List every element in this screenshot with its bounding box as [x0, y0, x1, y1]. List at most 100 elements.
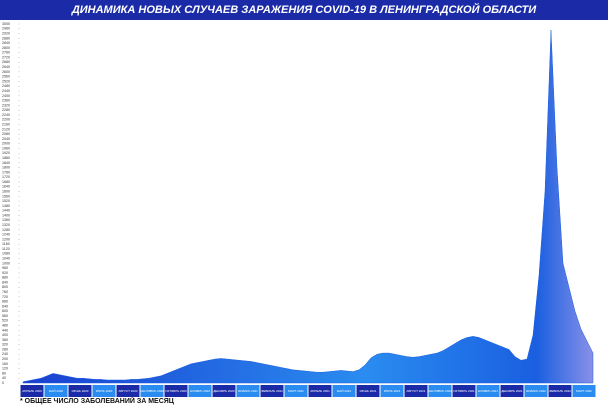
y-tick-label: 1000	[2, 261, 10, 265]
x-tick-label: ОКТЯБРЬ 2021	[453, 389, 475, 393]
y-tick-label: 1240	[2, 233, 10, 237]
y-tick-label: 2280	[2, 108, 10, 112]
y-tick-label: 2360	[2, 99, 10, 103]
month-box	[476, 385, 500, 397]
x-tick-label: СЕНТЯБРЬ 2020	[140, 389, 164, 393]
y-tick-label: 440	[2, 328, 8, 332]
month-box	[524, 385, 548, 397]
y-tick-label: 2800	[2, 46, 10, 50]
y-tick-label: 760	[2, 290, 8, 294]
y-tick-label: 880	[2, 276, 8, 280]
y-tick-label: 520	[2, 319, 8, 323]
y-tick-label: 1280	[2, 228, 10, 232]
y-tick-label: 240	[2, 352, 8, 356]
y-tick-label: 2440	[2, 89, 10, 93]
y-tick-label: 600	[2, 309, 8, 313]
month-box	[44, 385, 68, 397]
x-tick-label: АПРЕЛЬ 2021	[310, 389, 330, 393]
y-tick-label: 720	[2, 295, 8, 299]
y-tick-label: 1600	[2, 189, 10, 193]
x-tick-label: ЯНВАРЬ 2021	[238, 389, 258, 393]
y-tick-label: 320	[2, 343, 8, 347]
y-tick-label: 2960	[2, 27, 10, 31]
month-box	[428, 385, 452, 397]
month-box	[500, 385, 524, 397]
y-tick-label: 2240	[2, 113, 10, 117]
x-tick-label: НОЯБРЬ 2021	[478, 389, 498, 393]
y-tick-label: 1400	[2, 213, 10, 217]
y-tick-label: 0	[2, 381, 4, 385]
x-tick-label: ИЮЛЬ 2020	[96, 389, 113, 393]
y-tick-label: 920	[2, 271, 8, 275]
y-tick-label: 40	[2, 376, 6, 380]
x-tick-label: ДЕКАБРЬ 2021	[501, 389, 523, 393]
x-tick-label: ИЮЛЬ 2021	[384, 389, 401, 393]
y-tick-label: 2320	[2, 103, 10, 107]
y-tick-label: 960	[2, 266, 8, 270]
y-tick-label: 2200	[2, 118, 10, 122]
y-tick-label: 1960	[2, 146, 10, 150]
y-tick-label: 2880	[2, 36, 10, 40]
month-box	[92, 385, 116, 397]
month-box	[116, 385, 140, 397]
x-tick-label: ФЕВРАЛЬ 2022	[549, 389, 571, 393]
x-tick-label: АВГУСТ 2021	[407, 389, 426, 393]
chart-title: ДИНАМИКА НОВЫХ СЛУЧАЕВ ЗАРАЖЕНИЯ COVID-1…	[71, 3, 537, 16]
y-tick-label: 1080	[2, 252, 10, 256]
month-box	[380, 385, 404, 397]
month-box	[548, 385, 572, 397]
month-box	[164, 385, 188, 397]
y-tick-label: 400	[2, 333, 8, 337]
y-tick-label: 1120	[2, 247, 10, 251]
y-tick-label: 2160	[2, 122, 10, 126]
x-tick-label: СЕНТЯБРЬ 2021	[428, 389, 452, 393]
x-tick-label: ИЮНЬ 2021	[360, 389, 377, 393]
y-tick-label: 480	[2, 324, 8, 328]
y-tick-label: 1040	[2, 256, 10, 260]
y-tick-label: 1200	[2, 237, 10, 241]
y-tick-label: 1920	[2, 151, 10, 155]
month-box	[68, 385, 92, 397]
month-box	[308, 385, 332, 397]
month-box	[188, 385, 212, 397]
y-tick-label: 1640	[2, 185, 10, 189]
month-box	[140, 385, 164, 397]
x-tick-label: НОЯБРЬ 2020	[190, 389, 210, 393]
y-tick-label: 1680	[2, 180, 10, 184]
month-box	[236, 385, 260, 397]
y-tick-label: 1840	[2, 161, 10, 165]
x-tick-label: МАЙ 2020	[49, 389, 63, 393]
y-tick-label: 2640	[2, 65, 10, 69]
y-tick-label: 2720	[2, 55, 10, 59]
y-tick-label: 1800	[2, 166, 10, 170]
month-box	[404, 385, 428, 397]
y-tick-label: 800	[2, 285, 8, 289]
month-box	[356, 385, 380, 397]
y-tick-label: 1160	[2, 242, 10, 246]
y-tick-label: 2920	[2, 32, 10, 36]
y-tick-label: 840	[2, 280, 8, 284]
month-box	[20, 385, 44, 397]
x-tick-label: МАРТ 2021	[288, 389, 304, 393]
y-tick-label: 360	[2, 338, 8, 342]
y-tick-label: 1480	[2, 204, 10, 208]
y-tick-label: 2080	[2, 132, 10, 136]
y-tick-label: 1520	[2, 199, 10, 203]
y-tick-label: 2040	[2, 137, 10, 141]
y-tick-label: 200	[2, 357, 8, 361]
y-tick-label: 1320	[2, 223, 10, 227]
y-tick-label: 2680	[2, 60, 10, 64]
y-tick-label: 2400	[2, 94, 10, 98]
y-tick-label: 1360	[2, 218, 10, 222]
y-tick-label: 640	[2, 304, 8, 308]
month-box	[452, 385, 476, 397]
y-tick-label: 280	[2, 347, 8, 351]
y-tick-label: 680	[2, 300, 8, 304]
x-tick-label: ФЕВРАЛЬ 2021	[261, 389, 283, 393]
x-tick-label: МАЙ 2021	[337, 389, 351, 393]
y-tick-label: 2840	[2, 41, 10, 45]
month-box	[260, 385, 284, 397]
x-tick-label: АПРЕЛЬ 2020	[22, 389, 42, 393]
x-tick-label: АВГУСТ 2020	[119, 389, 138, 393]
